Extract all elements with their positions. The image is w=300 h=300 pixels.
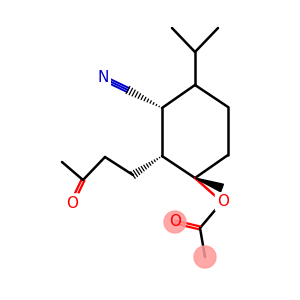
Text: O: O: [169, 214, 181, 230]
Polygon shape: [195, 178, 224, 192]
Circle shape: [164, 211, 186, 233]
Text: O: O: [217, 194, 229, 209]
Text: N: N: [97, 70, 109, 86]
Circle shape: [194, 246, 216, 268]
Text: O: O: [66, 196, 78, 211]
